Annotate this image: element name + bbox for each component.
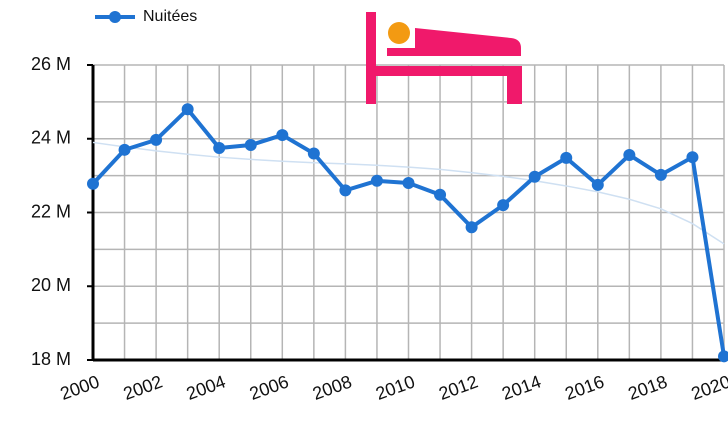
x-tick-label: 2014 (499, 371, 543, 403)
y-tick-label: 22 M (31, 201, 71, 221)
legend-label: Nuitées (143, 8, 197, 25)
x-tick-label: 2002 (121, 371, 165, 403)
x-tick-label: 2008 (310, 371, 354, 403)
marker (370, 174, 383, 187)
x-tick-label: 2020 (689, 371, 728, 403)
marker (339, 184, 352, 197)
legend-marker (109, 11, 121, 23)
x-tick-label: 2012 (436, 371, 480, 403)
x-tick-label: 2000 (58, 371, 102, 403)
marker (591, 178, 604, 191)
marker (686, 151, 699, 164)
marker (465, 221, 478, 234)
marker (276, 129, 289, 142)
x-tick-label: 2018 (625, 371, 669, 403)
trendline (92, 141, 725, 245)
marker (718, 350, 728, 363)
marker (181, 103, 194, 116)
marker (150, 133, 163, 146)
marker (528, 170, 541, 183)
y-tick-label: 26 M (31, 54, 71, 74)
marker (402, 177, 415, 189)
marker (654, 168, 667, 181)
x-tick-label: 2010 (373, 371, 417, 403)
x-tick-label: 2004 (184, 371, 228, 403)
marker (118, 143, 131, 156)
y-tick-label: 18 M (31, 349, 71, 369)
marker (87, 177, 99, 190)
marker (244, 139, 257, 152)
marker (307, 147, 320, 160)
marker (497, 199, 510, 212)
marker (560, 151, 573, 164)
x-tick-label: 2016 (562, 371, 606, 403)
bed-icon (366, 12, 522, 104)
marker (213, 141, 226, 154)
marker (623, 148, 636, 161)
y-tick-label: 24 M (31, 128, 71, 148)
marker (434, 188, 447, 201)
y-tick-label: 20 M (31, 275, 71, 295)
x-tick-label: 2006 (247, 371, 291, 403)
